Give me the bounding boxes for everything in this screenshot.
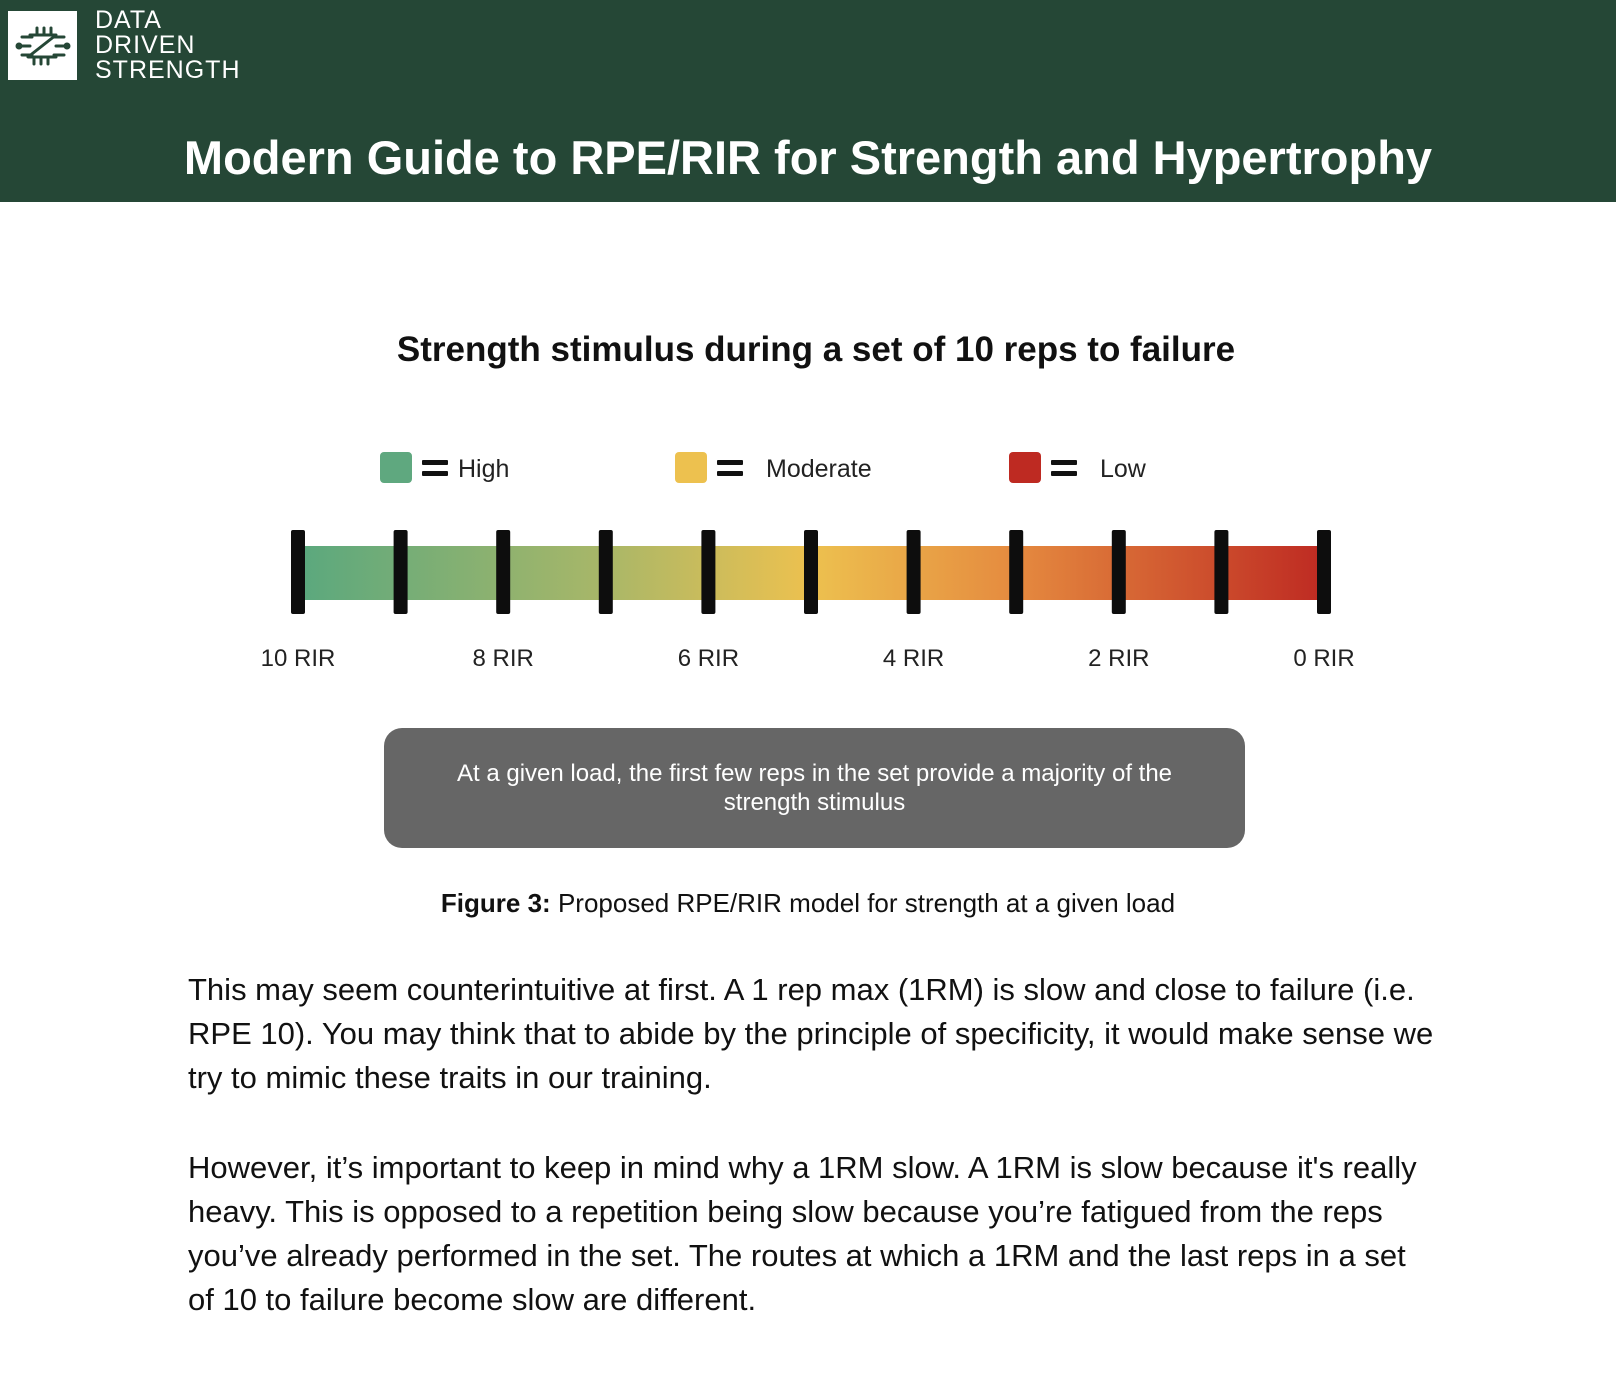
tick-label: 4 RIR [882,645,945,672]
figure-caption: Figure 3: Proposed RPE/RIR model for str… [0,886,1616,920]
equals-icon [422,460,448,476]
legend-swatch-moderate [675,452,707,483]
tick-label: 6 RIR [677,645,740,672]
legend-label-low: Low [1100,455,1146,483]
equals-icon [717,460,743,476]
page-title: Modern Guide to RPE/RIR for Strength and… [183,131,1433,184]
tick-label: 0 RIR [1293,645,1355,672]
brand-line: DRIVEN [95,31,196,59]
body-paragraph: This may seem counterintuitive at first.… [188,972,1434,1095]
site-header: DATA DRIVEN STRENGTH Modern Guide to RPE… [0,0,1616,202]
callout-box: At a given load, the first few reps in t… [384,728,1245,848]
tick-mark [393,530,408,614]
barbell-circuit-logo-icon[interactable] [8,11,77,80]
tick-mark [1214,530,1229,614]
tick-mark [291,530,305,614]
rir-gradient-scale [291,530,1331,614]
legend-label-high: High [458,455,510,483]
figure-label: Figure 3: [440,888,551,918]
legend-swatch-high [380,452,412,483]
tick-mark [906,530,921,614]
tick-mark [1317,530,1331,614]
brand-line: STRENGTH [95,56,241,84]
tick-mark [1111,530,1126,614]
chart-title: Strength stimulus during a set of 10 rep… [396,330,1236,369]
brand-name[interactable]: DATA DRIVEN STRENGTH [95,8,241,83]
tick-mark [496,530,511,614]
tick-label: 8 RIR [472,645,534,672]
tick-label: 10 RIR [260,645,336,672]
tick-mark [804,530,818,614]
brand-line: DATA [95,6,162,34]
body-paragraph: However, it’s important to keep in mind … [188,1150,1417,1317]
tick-mark [598,530,613,614]
figure-caption-text: Proposed RPE/RIR model for strength at a… [557,888,1176,918]
equals-icon [1051,460,1077,476]
legend-label-moderate: Moderate [766,455,872,483]
tick-label: 2 RIR [1088,645,1150,672]
callout-text: At a given load, the first few reps in t… [456,760,1173,816]
tick-mark [701,530,716,614]
legend-swatch-low [1009,452,1041,483]
tick-mark [1009,530,1024,614]
